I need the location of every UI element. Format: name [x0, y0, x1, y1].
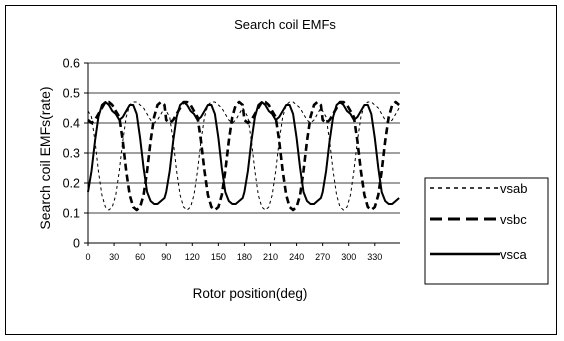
x-tick-label: 180 — [237, 252, 252, 262]
x-tick-label: 270 — [315, 252, 330, 262]
x-tick-label: 300 — [341, 252, 356, 262]
x-tick-label: 330 — [367, 252, 382, 262]
x-tick-label: 150 — [211, 252, 226, 262]
x-tick-label: 240 — [289, 252, 304, 262]
legend: vsab vsbc vsca — [424, 177, 549, 285]
legend-box — [424, 177, 549, 285]
y-tick-label: 0 — [73, 237, 80, 251]
y-tick-label: 0.5 — [63, 87, 80, 101]
x-tick-label: 90 — [161, 252, 171, 262]
y-tick-label: 0.2 — [63, 177, 80, 191]
y-axis-label: Search coil EMFs(rate) — [37, 86, 53, 229]
series-line-vsca — [87, 101, 400, 205]
x-tick-label: 60 — [135, 252, 145, 262]
grid-lines — [88, 62, 400, 214]
chart-title: Search coil EMFs — [234, 17, 336, 32]
y-tick-label: 0.3 — [63, 147, 80, 161]
y-tick-label: 0.1 — [63, 207, 80, 221]
y-tick-label: 0.4 — [63, 117, 80, 131]
series-lines — [87, 100, 400, 212]
y-tick-label: 0.6 — [63, 57, 80, 71]
legend-label-vsab: vsab — [500, 181, 527, 196]
x-tick-label: 30 — [109, 252, 119, 262]
x-tick-label: 120 — [185, 252, 200, 262]
x-tick-label: 0 — [85, 252, 90, 262]
x-axis-label: Rotor position(deg) — [193, 286, 308, 301]
axes: 0 0.1 0.2 0.3 0.4 0.5 0.6 0 30 60 90 120 150 180 210 24… — [63, 57, 400, 262]
legend-label-vsbc: vsbc — [500, 212, 527, 227]
legend-label-vsca: vsca — [500, 247, 528, 262]
x-tick-label: 210 — [263, 252, 278, 262]
series-line-vsbc — [87, 100, 400, 212]
